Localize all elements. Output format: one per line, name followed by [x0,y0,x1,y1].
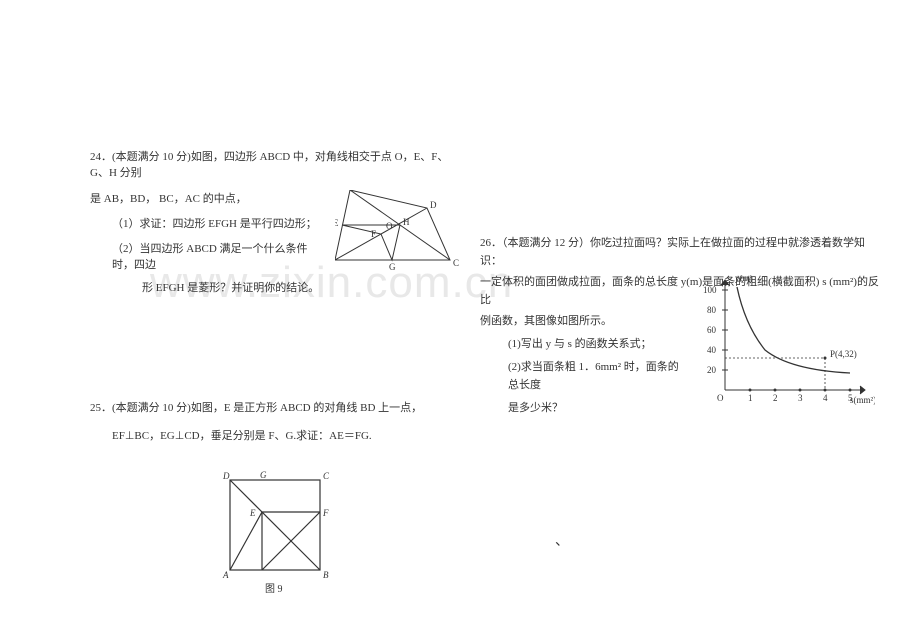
svg-text:s(mm²): s(mm²) [850,395,875,405]
svg-text:20: 20 [707,365,717,375]
svg-text:O: O [717,393,724,403]
svg-text:1: 1 [748,393,753,403]
svg-text:3: 3 [798,393,803,403]
svg-text:D: D [430,200,437,210]
q24-sub2b: 形 EFGH 是菱形？并证明你的结论。 [142,280,460,297]
svg-text:G: G [260,470,267,480]
svg-text:4: 4 [823,393,828,403]
svg-text:5: 5 [848,393,853,403]
svg-text:2: 2 [773,393,778,403]
q25-line2: EF⊥BC，EG⊥CD，垂足分别是 F、G.求证：AE＝FG. [112,428,460,446]
svg-text:B: B [323,570,329,580]
svg-text:D: D [222,471,230,481]
svg-text:C: C [453,258,459,268]
q26-chart: y(m) s(mm²) 20 40 60 80 100 O 1 2 3 4 5 … [695,275,875,410]
question-26: 26．（本题满分 12 分）你吃过拉面吗？实际上在做拉面的过程中就渗透着数学知识… [480,235,880,422]
question-25: 25．(本题满分 10 分)如图，E 是正方形 ABCD 的对角线 BD 上一点… [90,400,460,455]
svg-text:40: 40 [707,345,717,355]
svg-text:60: 60 [707,325,717,335]
q25-diagram: D C A B E F G 图 9 [220,470,340,600]
svg-text:E: E [249,508,256,518]
svg-text:C: C [323,471,330,481]
svg-text:O: O [386,221,393,231]
q24-diagram: A B C D E F G H O [335,190,465,275]
svg-text:G: G [389,262,396,272]
svg-text:E: E [335,218,339,228]
svg-text:F: F [322,508,329,518]
svg-text:80: 80 [707,305,717,315]
svg-text:F: F [371,229,376,239]
svg-text:A: A [222,570,229,580]
q26-sub2a: (2)求当面条粗 1．6mm² 时，面条的总长度 [508,358,688,395]
svg-text:100: 100 [703,285,717,295]
q25-line1: 25．(本题满分 10 分)如图，E 是正方形 ABCD 的对角线 BD 上一点… [90,400,460,418]
q26-line1: 26．（本题满分 12 分）你吃过拉面吗？实际上在做拉面的过程中就渗透着数学知识… [480,235,880,270]
q24-line1: 24．(本题满分 10 分)如图，四边形 ABCD 中，对角线相交于点 O，E、… [90,148,460,180]
svg-text:y(m): y(m) [735,275,753,283]
tilde-mark: 、 [555,530,569,550]
svg-text:P(4,32): P(4,32) [830,349,857,359]
question-24: 24．(本题满分 10 分)如图，四边形 ABCD 中，对角线相交于点 O，E、… [90,148,460,302]
svg-text:H: H [403,217,410,227]
q24-sub2a: （2）当四边形 ABCD 满足一个什么条件时，四边 [112,241,322,274]
q25-caption: 图 9 [265,583,283,595]
